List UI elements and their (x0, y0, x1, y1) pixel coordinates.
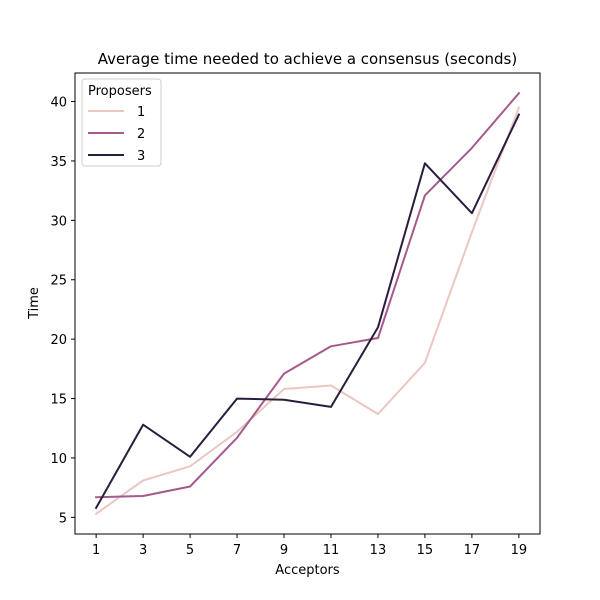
y-tick-label: 30 (50, 214, 67, 229)
legend-box (81, 78, 162, 167)
x-tick-label: 19 (511, 543, 528, 558)
y-axis-label: Time (27, 287, 42, 320)
x-tick-label: 13 (370, 543, 387, 558)
y-tick-label: 40 (50, 96, 67, 111)
x-tick-label: 15 (417, 543, 434, 558)
y-tick-label: 10 (50, 452, 67, 467)
x-axis-label: Acceptors (275, 563, 340, 578)
series-line-2 (95, 91, 521, 499)
x-tick-label: 5 (186, 543, 194, 558)
plot-area (94, 91, 521, 516)
y-tick-label: 15 (50, 393, 67, 408)
x-tick-label: 11 (323, 543, 340, 558)
legend: Proposers 1 2 3 (81, 78, 162, 167)
y-tick-label: 20 (50, 333, 67, 348)
legend-label-2: 2 (137, 127, 145, 142)
series-line-3 (94, 113, 521, 510)
chart-title: Average time needed to achieve a consens… (98, 50, 517, 68)
series-line-1 (94, 106, 521, 516)
x-tick-label: 7 (233, 543, 241, 558)
legend-title: Proposers (88, 84, 152, 99)
y-tick-label: 5 (59, 511, 67, 526)
y-tick-label: 25 (50, 274, 67, 289)
x-tick-label: 9 (280, 543, 288, 558)
legend-label-1: 1 (137, 105, 145, 120)
x-tick-label: 3 (139, 543, 147, 558)
axes-frame (74, 72, 541, 535)
legend-label-3: 3 (137, 149, 145, 164)
x-tick-label: 1 (92, 543, 100, 558)
y-tick-label: 35 (50, 155, 67, 170)
legend-entries: 1 2 3 (88, 105, 145, 164)
x-tick-label: 17 (464, 543, 481, 558)
